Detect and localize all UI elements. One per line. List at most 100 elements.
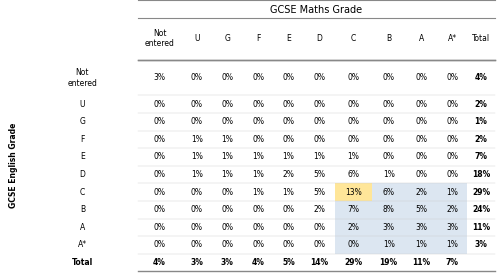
Text: B: B [80,205,85,214]
Text: 3%: 3% [221,258,234,267]
Text: 29%: 29% [344,258,362,267]
Text: 5%: 5% [416,205,428,214]
Text: 0%: 0% [222,100,234,109]
Text: 1%: 1% [191,170,203,179]
Bar [406,218,437,236]
Text: 3%: 3% [474,240,488,249]
Text: 3%: 3% [190,258,203,267]
Text: 0%: 0% [252,223,264,232]
Text: 0%: 0% [282,240,294,249]
Text: 0%: 0% [313,223,325,232]
Text: 5%: 5% [282,258,295,267]
Text: 0%: 0% [382,135,394,144]
Text: 2%: 2% [446,205,458,214]
Text: F: F [256,34,260,43]
Text: 3%: 3% [416,223,428,232]
Text: D: D [80,170,86,179]
Text: D: D [316,34,322,43]
Text: 0%: 0% [416,117,428,126]
Bar [437,201,467,218]
Text: 0%: 0% [416,170,428,179]
Bar [406,236,437,254]
Text: 18%: 18% [472,170,490,179]
Text: 0%: 0% [382,117,394,126]
Text: 1%: 1% [252,152,264,161]
Text: 6%: 6% [347,170,359,179]
Text: 0%: 0% [347,73,359,82]
Text: GCSE English Grade: GCSE English Grade [9,123,18,209]
Text: E: E [286,34,291,43]
Text: 0%: 0% [222,73,234,82]
Text: 5%: 5% [313,188,325,197]
Text: 29%: 29% [472,188,490,197]
Text: Not
entered: Not entered [144,29,174,48]
Text: 0%: 0% [282,135,294,144]
Text: 0%: 0% [382,152,394,161]
Text: 2%: 2% [314,205,325,214]
Text: E: E [80,152,85,161]
Bar [372,183,406,201]
Text: 1%: 1% [314,152,325,161]
Text: 0%: 0% [446,117,458,126]
Text: A*: A* [448,34,456,43]
Bar [437,218,467,236]
Text: 0%: 0% [416,152,428,161]
Text: 0%: 0% [154,240,166,249]
Text: 1%: 1% [416,240,427,249]
Text: 2%: 2% [416,188,427,197]
Text: GCSE Maths Grade: GCSE Maths Grade [270,5,362,15]
Text: 0%: 0% [191,205,203,214]
Text: 3%: 3% [382,223,394,232]
Bar [334,201,372,218]
Text: 19%: 19% [380,258,398,267]
Text: 1%: 1% [222,170,234,179]
Text: G: G [80,117,86,126]
Text: 14%: 14% [310,258,328,267]
Text: A: A [80,223,85,232]
Text: 0%: 0% [313,240,325,249]
Text: 0%: 0% [347,117,359,126]
Text: 8%: 8% [382,205,394,214]
Text: 1%: 1% [446,240,458,249]
Text: 0%: 0% [282,205,294,214]
Text: 0%: 0% [191,117,203,126]
Text: 6%: 6% [382,188,394,197]
Text: 7%: 7% [347,205,359,214]
Text: 1%: 1% [382,170,394,179]
Text: 0%: 0% [154,170,166,179]
Text: 0%: 0% [382,100,394,109]
Text: 0%: 0% [313,73,325,82]
Text: 0%: 0% [416,135,428,144]
Text: 0%: 0% [191,223,203,232]
Text: 7%: 7% [474,152,488,161]
Text: 0%: 0% [252,100,264,109]
Text: 0%: 0% [313,100,325,109]
Text: 1%: 1% [222,135,234,144]
Text: 3%: 3% [446,223,458,232]
Text: 4%: 4% [474,73,488,82]
Text: 0%: 0% [252,117,264,126]
Text: 24%: 24% [472,205,490,214]
Text: 0%: 0% [154,100,166,109]
Text: 11%: 11% [412,258,430,267]
Text: Total: Total [72,258,93,267]
Bar [372,218,406,236]
Bar [372,236,406,254]
Text: B: B [386,34,391,43]
Bar [334,183,372,201]
Text: 1%: 1% [282,188,294,197]
Bar [372,201,406,218]
Text: 1%: 1% [252,170,264,179]
Text: 0%: 0% [347,135,359,144]
Text: 0%: 0% [313,117,325,126]
Text: G: G [224,34,230,43]
Text: 11%: 11% [472,223,490,232]
Text: 0%: 0% [222,117,234,126]
Text: Not
entered: Not entered [68,68,98,88]
Bar [334,218,372,236]
Text: 1%: 1% [282,152,294,161]
Text: 1%: 1% [348,152,359,161]
Text: 0%: 0% [282,100,294,109]
Text: U: U [80,100,85,109]
Text: 0%: 0% [282,117,294,126]
